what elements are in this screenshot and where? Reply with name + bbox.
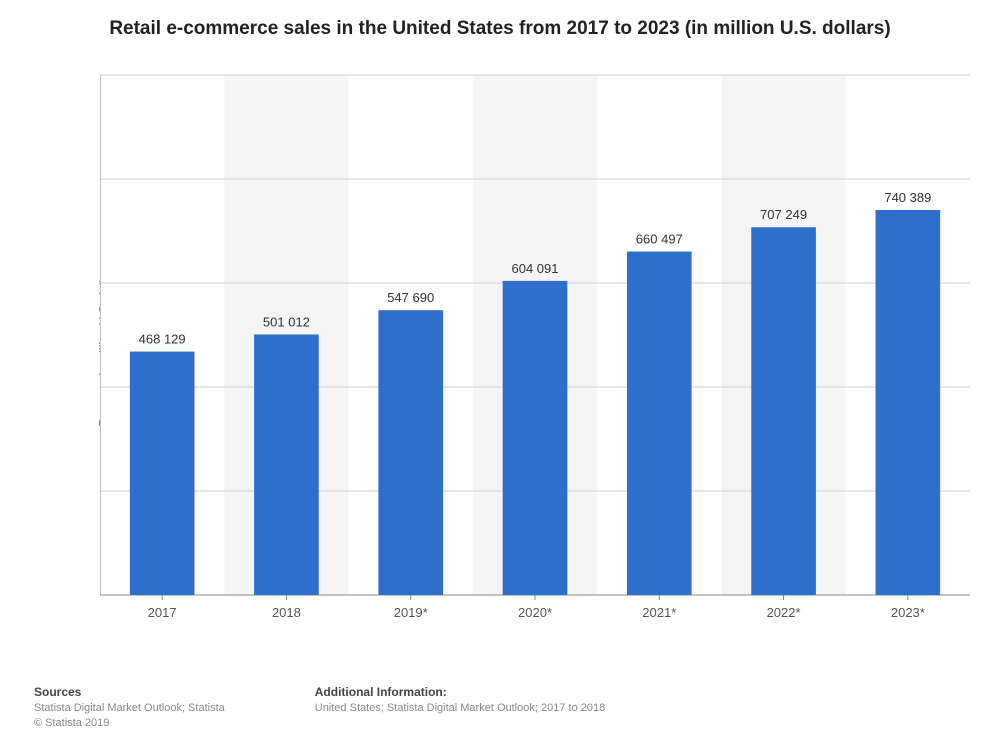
copyright-text: © Statista 2019 — [34, 716, 225, 731]
x-tick-label: 2021* — [642, 605, 676, 620]
x-tick-label: 2018 — [272, 605, 301, 620]
x-tick-label: 2022* — [767, 605, 801, 620]
chart-title: Retail e-commerce sales in the United St… — [0, 0, 1000, 48]
chart-footer: Sources Statista Digital Market Outlook;… — [34, 685, 966, 731]
bar — [751, 227, 816, 595]
sources-text: Statista Digital Market Outlook; Statist… — [34, 701, 225, 716]
bar — [503, 281, 568, 595]
bar — [378, 310, 443, 595]
chart-area: 0200 000400 000600 000800 0001 000 00046… — [100, 65, 970, 625]
bar — [130, 352, 195, 595]
sources-block: Sources Statista Digital Market Outlook;… — [34, 685, 225, 731]
bar — [876, 210, 941, 595]
additional-text: United States; Statista Digital Market O… — [315, 701, 605, 716]
bar-value-label: 604 091 — [512, 261, 559, 276]
bar-value-label: 468 129 — [139, 332, 186, 347]
bar-value-label: 547 690 — [387, 290, 434, 305]
x-tick-label: 2019* — [394, 605, 428, 620]
additional-info-block: Additional Information: United States; S… — [315, 685, 605, 731]
bar-value-label: 707 249 — [760, 207, 807, 222]
x-tick-label: 2017 — [148, 605, 177, 620]
bar-value-label: 740 389 — [884, 190, 931, 205]
bar — [627, 252, 692, 595]
additional-heading: Additional Information: — [315, 685, 605, 699]
bar — [254, 334, 319, 595]
bar-chart: 0200 000400 000600 000800 0001 000 00046… — [100, 65, 970, 625]
x-tick-label: 2020* — [518, 605, 552, 620]
bar-value-label: 660 497 — [636, 232, 683, 247]
x-tick-label: 2023* — [891, 605, 925, 620]
bar-value-label: 501 012 — [263, 314, 310, 329]
sources-heading: Sources — [34, 685, 225, 699]
